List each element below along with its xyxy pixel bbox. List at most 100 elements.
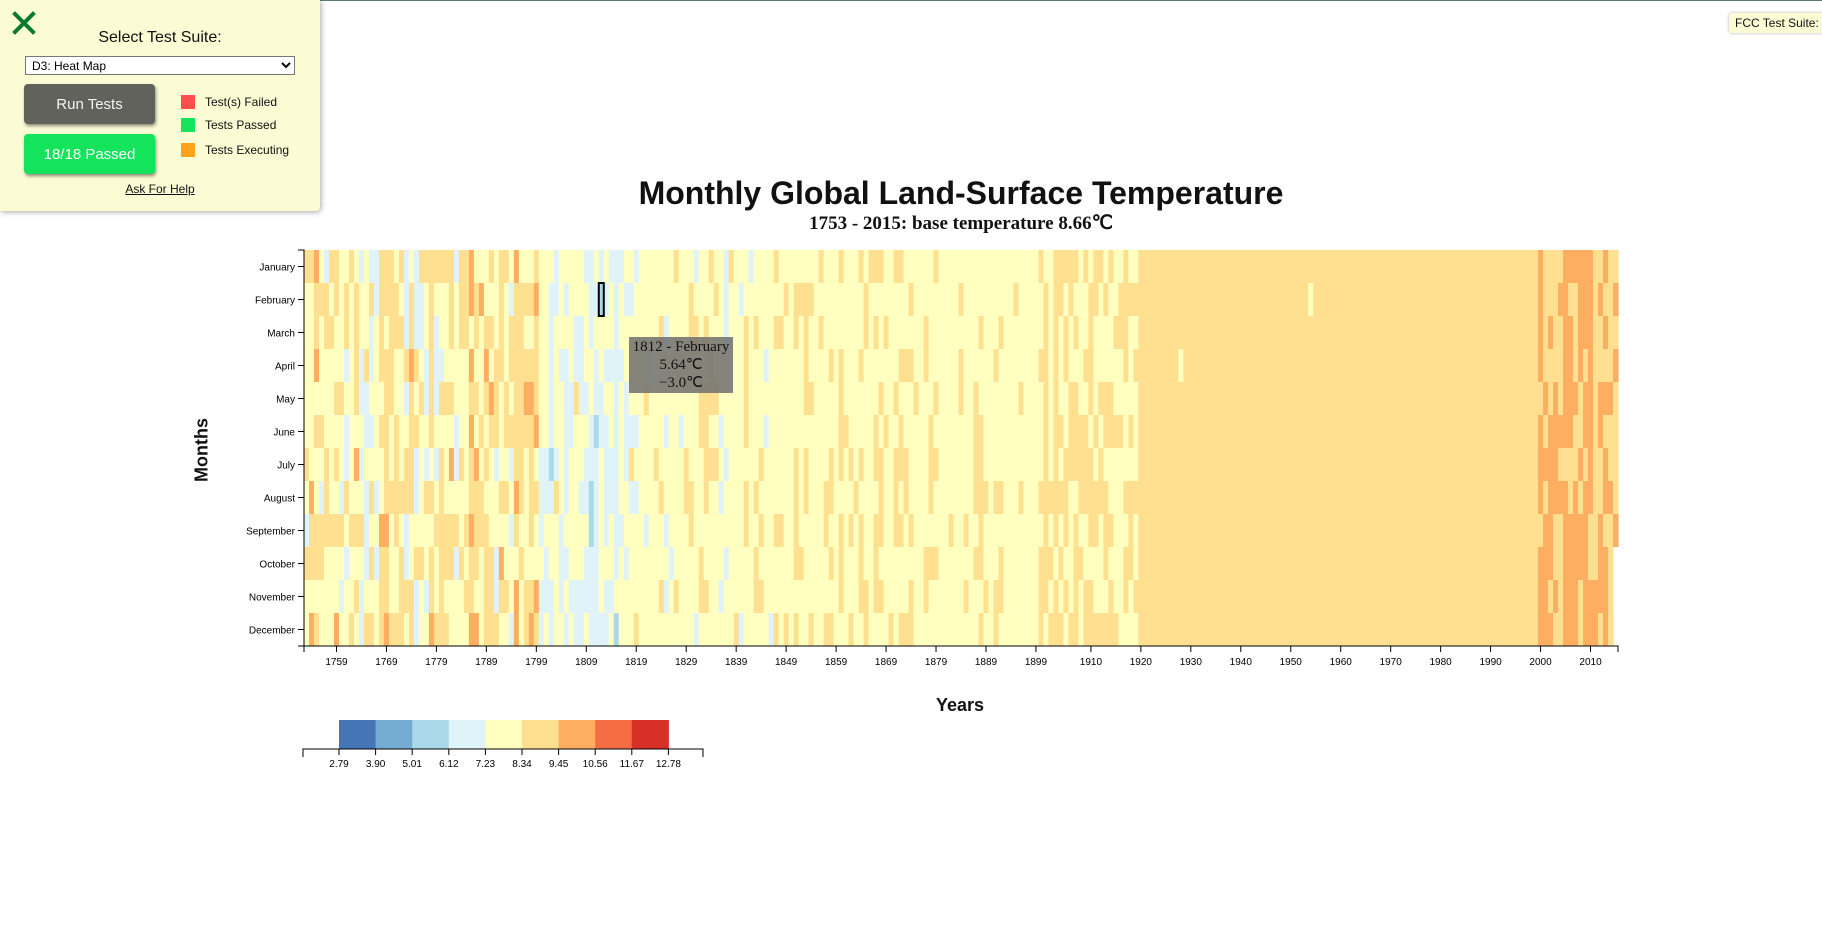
heatmap-cell[interactable]	[1298, 514, 1304, 547]
heatmap-cell[interactable]	[988, 547, 995, 580]
heatmap-cell[interactable]	[1413, 580, 1419, 613]
heatmap-cell[interactable]	[643, 415, 650, 448]
heatmap-cell[interactable]	[818, 283, 825, 316]
heatmap-cell[interactable]	[668, 547, 675, 580]
heatmap-cell[interactable]	[1033, 481, 1040, 514]
heatmap-cell[interactable]	[913, 514, 920, 547]
heatmap-cell[interactable]	[653, 448, 660, 481]
heatmap-cell[interactable]	[1123, 316, 1129, 349]
heatmap-cell[interactable]	[1308, 316, 1314, 349]
heatmap-cell[interactable]	[1128, 514, 1134, 547]
heatmap-cell[interactable]	[1173, 283, 1179, 316]
heatmap-cell[interactable]	[328, 448, 335, 481]
heatmap-cell[interactable]	[533, 316, 540, 349]
heatmap-cell[interactable]	[1243, 349, 1249, 382]
heatmap-cell[interactable]	[703, 547, 710, 580]
heatmap-cell[interactable]	[1368, 448, 1374, 481]
heatmap-cell[interactable]	[1143, 349, 1149, 382]
heatmap-cell[interactable]	[463, 283, 470, 316]
heatmap-cell[interactable]	[508, 547, 515, 580]
heatmap-cell[interactable]	[833, 580, 840, 613]
heatmap-cell[interactable]	[658, 316, 665, 349]
heatmap-cell[interactable]	[873, 481, 880, 514]
heatmap-cell[interactable]	[1103, 349, 1109, 382]
heatmap-cell[interactable]	[1058, 349, 1065, 382]
heatmap-cell[interactable]	[358, 481, 365, 514]
heatmap-cell[interactable]	[528, 250, 535, 283]
heatmap-cell[interactable]	[1318, 481, 1324, 514]
heatmap-cell[interactable]	[1193, 382, 1199, 415]
heatmap-cell[interactable]	[1138, 283, 1144, 316]
heatmap-cell[interactable]	[798, 250, 805, 283]
heatmap-cell[interactable]	[1363, 415, 1369, 448]
heatmap-cell[interactable]	[1013, 349, 1020, 382]
heatmap-cell[interactable]	[383, 613, 390, 646]
heatmap-cell[interactable]	[1373, 382, 1379, 415]
heatmap-cell[interactable]	[1218, 349, 1224, 382]
heatmap-cell[interactable]	[473, 250, 480, 283]
heatmap-cell[interactable]	[878, 382, 885, 415]
heatmap-cell[interactable]	[1388, 316, 1394, 349]
heatmap-cell[interactable]	[1138, 382, 1144, 415]
heatmap-cell[interactable]	[378, 250, 385, 283]
heatmap-cell[interactable]	[673, 448, 680, 481]
heatmap-cell[interactable]	[333, 514, 340, 547]
heatmap-cell[interactable]	[1368, 283, 1374, 316]
heatmap-cell[interactable]	[1468, 481, 1474, 514]
heatmap-cell[interactable]	[983, 415, 990, 448]
heatmap-cell[interactable]	[948, 613, 955, 646]
heatmap-cell[interactable]	[1553, 316, 1559, 349]
heatmap-cell[interactable]	[1378, 514, 1384, 547]
heatmap-cell[interactable]	[1313, 613, 1319, 646]
heatmap-cell[interactable]	[598, 481, 605, 514]
heatmap-cell[interactable]	[813, 283, 820, 316]
heatmap-cell[interactable]	[1013, 316, 1020, 349]
heatmap-cell[interactable]	[1353, 382, 1359, 415]
heatmap-cell[interactable]	[1533, 613, 1539, 646]
heatmap-cell[interactable]	[498, 613, 505, 646]
heatmap-cell[interactable]	[823, 580, 830, 613]
heatmap-cell[interactable]	[358, 448, 365, 481]
heatmap-cell[interactable]	[493, 613, 500, 646]
heatmap-cell[interactable]	[1003, 349, 1010, 382]
heatmap-cell[interactable]	[1138, 349, 1144, 382]
heatmap-cell[interactable]	[1183, 283, 1189, 316]
heatmap-cell[interactable]	[658, 415, 665, 448]
heatmap-cell[interactable]	[1258, 382, 1264, 415]
heatmap-cell[interactable]	[309, 349, 315, 382]
heatmap-cell[interactable]	[1308, 481, 1314, 514]
heatmap-cell[interactable]	[458, 382, 465, 415]
heatmap-cell[interactable]	[508, 283, 515, 316]
heatmap-cell[interactable]	[713, 580, 720, 613]
heatmap-cell[interactable]	[1533, 250, 1539, 283]
heatmap-cell[interactable]	[1198, 481, 1204, 514]
heatmap-cell[interactable]	[1563, 547, 1569, 580]
heatmap-cell[interactable]	[1278, 250, 1284, 283]
heatmap-cell[interactable]	[583, 448, 590, 481]
heatmap-cell[interactable]	[1308, 415, 1314, 448]
heatmap-cell[interactable]	[823, 481, 830, 514]
heatmap-cell[interactable]	[1558, 382, 1564, 415]
heatmap-cell[interactable]	[1238, 283, 1244, 316]
heatmap-cell[interactable]	[1338, 382, 1344, 415]
heatmap-cell[interactable]	[1613, 448, 1619, 481]
heatmap-cell[interactable]	[1468, 415, 1474, 448]
heatmap-cell[interactable]	[368, 415, 375, 448]
heatmap-cell[interactable]	[1228, 415, 1234, 448]
heatmap-cell[interactable]	[1103, 316, 1109, 349]
heatmap-cell[interactable]	[648, 283, 655, 316]
heatmap-cell[interactable]	[488, 250, 495, 283]
heatmap-cell[interactable]	[1193, 580, 1199, 613]
heatmap-cell[interactable]	[923, 481, 930, 514]
heatmap-cell[interactable]	[758, 283, 765, 316]
heatmap-cell[interactable]	[498, 250, 505, 283]
heatmap-cell[interactable]	[1588, 514, 1594, 547]
heatmap-cell[interactable]	[663, 514, 670, 547]
heatmap-cell[interactable]	[1543, 481, 1549, 514]
heatmap-cell[interactable]	[693, 283, 700, 316]
heatmap-cell[interactable]	[1223, 547, 1229, 580]
heatmap-cell[interactable]	[398, 283, 405, 316]
heatmap-cell[interactable]	[1098, 316, 1104, 349]
heatmap-cell[interactable]	[1498, 382, 1504, 415]
heatmap-cell[interactable]	[603, 250, 610, 283]
